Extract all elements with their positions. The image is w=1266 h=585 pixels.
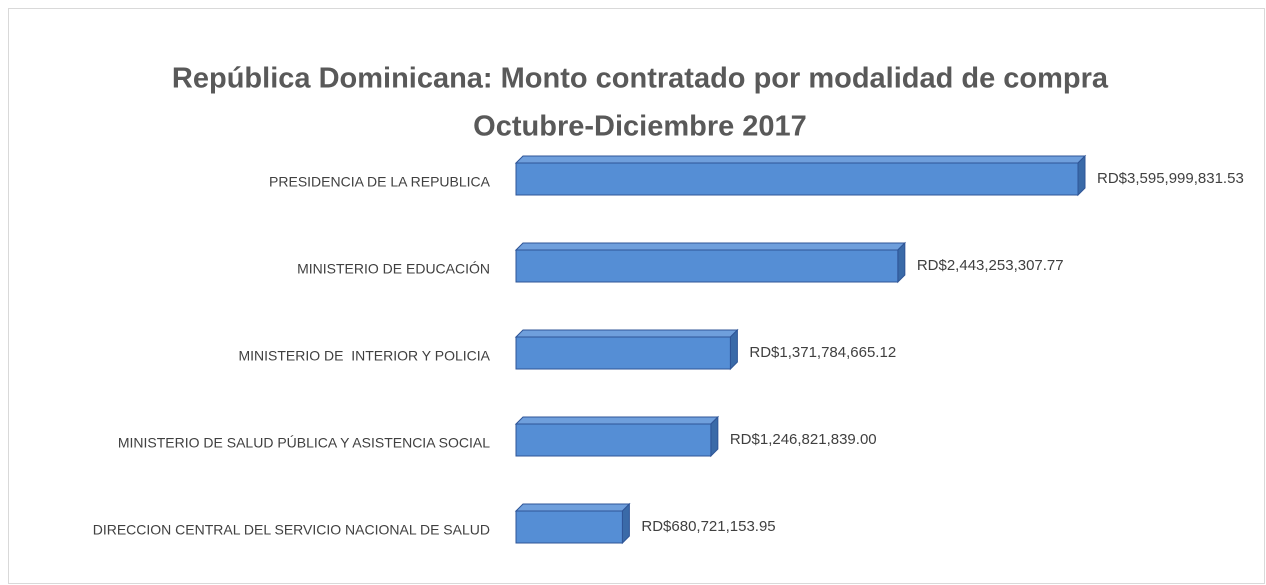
category-label: MINISTERIO DE INTERIOR Y POLICIA xyxy=(238,348,490,364)
category-label: MINISTERIO DE EDUCACIÓN xyxy=(297,261,490,277)
bar xyxy=(515,336,731,370)
value-label: RD$1,246,821,839.00 xyxy=(730,431,877,448)
bar-top xyxy=(514,503,631,512)
bar xyxy=(515,249,899,283)
value-label: RD$1,371,784,665.12 xyxy=(749,344,896,361)
bar xyxy=(515,423,712,457)
chart-border xyxy=(8,8,1265,584)
bar xyxy=(515,510,623,544)
bar-side xyxy=(710,415,719,458)
chart-subtitle: Octubre-Diciembre 2017 xyxy=(473,111,807,143)
bar-side xyxy=(1077,154,1086,197)
value-label: RD$3,595,999,831.53 xyxy=(1097,170,1244,187)
bar-side xyxy=(729,328,738,371)
category-label: DIRECCION CENTRAL DEL SERVICIO NACIONAL … xyxy=(93,522,490,538)
bar-top xyxy=(514,155,1087,164)
chart-title: República Dominicana: Monto contratado p… xyxy=(172,63,1109,95)
bar-top xyxy=(514,242,907,251)
bar-top xyxy=(514,416,720,425)
category-label: MINISTERIO DE SALUD PÚBLICA Y ASISTENCIA… xyxy=(118,435,490,451)
value-label: RD$680,721,153.95 xyxy=(641,518,775,535)
bar xyxy=(515,162,1079,196)
bar-side xyxy=(897,241,906,284)
category-label: PRESIDENCIA DE LA REPUBLICA xyxy=(269,174,491,190)
bar-top xyxy=(514,329,739,338)
value-label: RD$2,443,253,307.77 xyxy=(917,257,1064,274)
bar-side xyxy=(621,502,630,545)
